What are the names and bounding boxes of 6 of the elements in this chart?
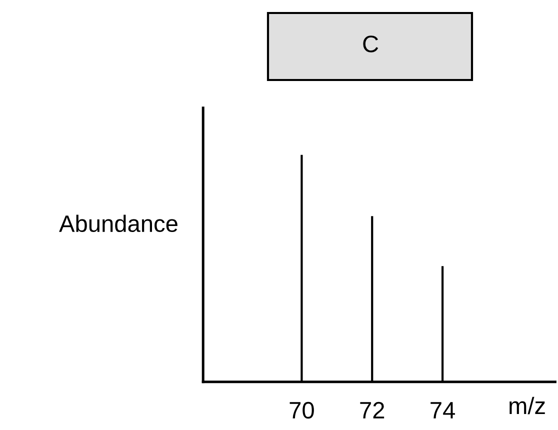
x-tick-label: 70 xyxy=(290,402,314,419)
x-tick-label: 72 xyxy=(360,402,384,418)
chart-title: C xyxy=(363,36,378,52)
x-axis-title: m/z xyxy=(510,396,545,414)
x-tick-label: 74 xyxy=(430,402,455,418)
y-axis-title: Abundance xyxy=(59,214,178,232)
